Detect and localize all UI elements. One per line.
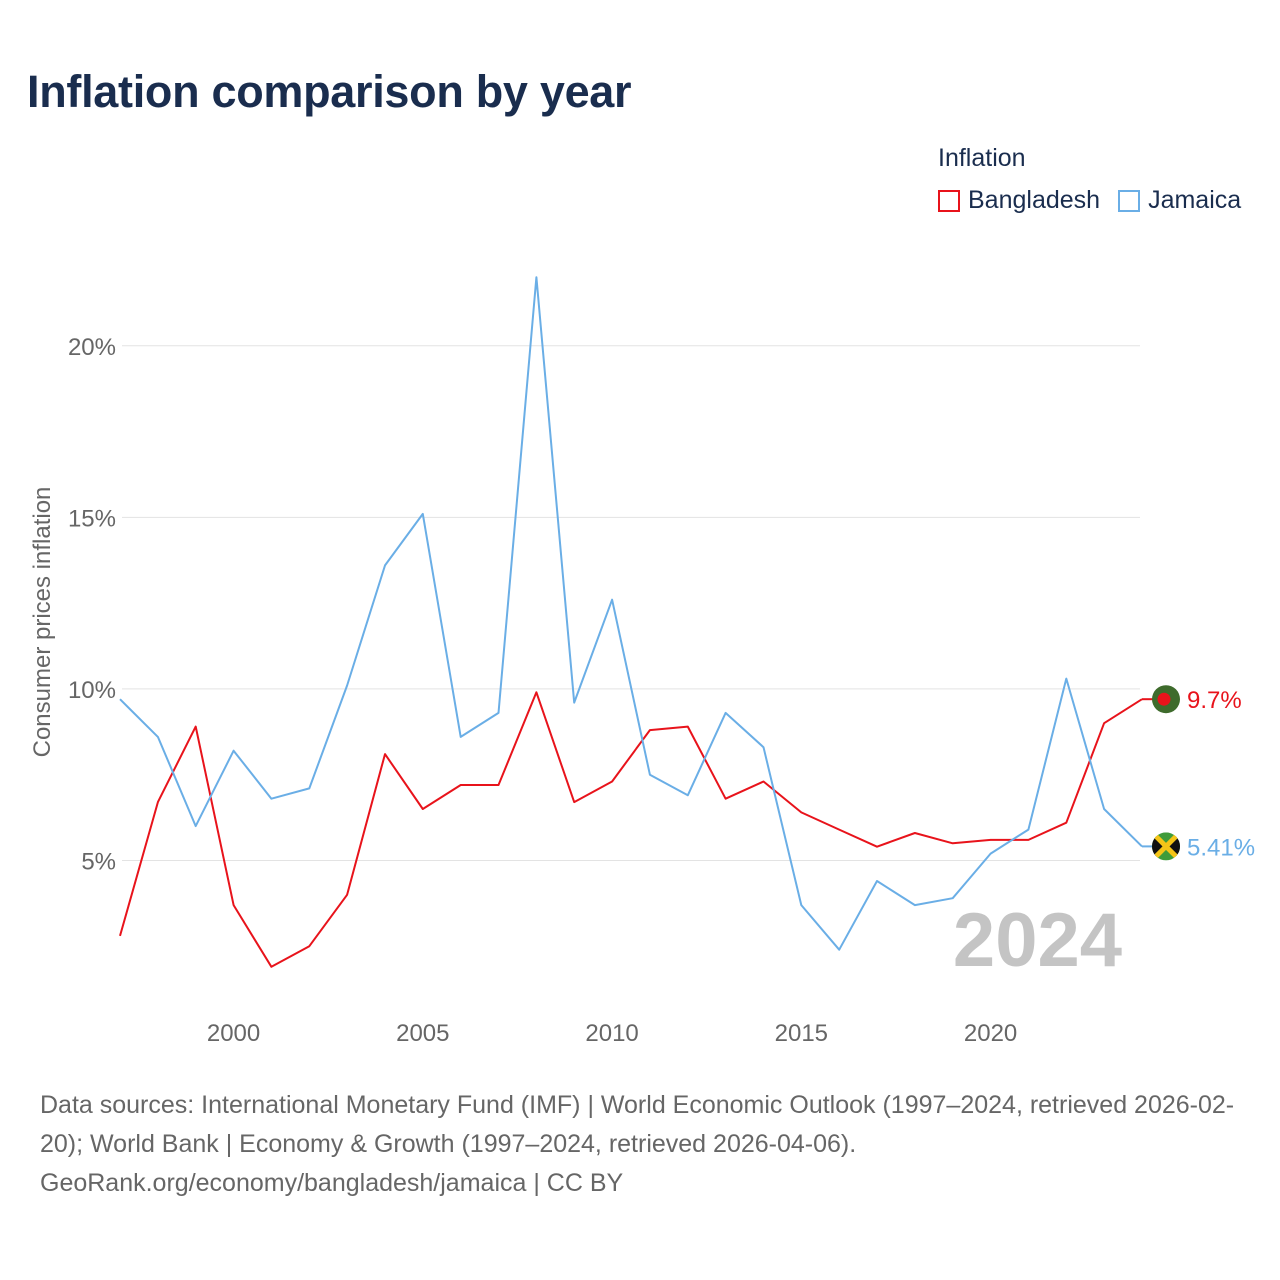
- legend-label-bangladesh: Bangladesh: [968, 186, 1101, 214]
- year-watermark: 2024: [953, 898, 1122, 983]
- x-tick-label: 2015: [775, 1020, 828, 1047]
- jamaica-flag-icon: [1152, 832, 1180, 861]
- x-tick-label: 2000: [207, 1020, 260, 1047]
- x-axis-ticks: 2000 2005 2010 2015 2020: [207, 1020, 1017, 1047]
- x-tick-label: 2010: [585, 1020, 638, 1047]
- footer: Data sources: International Monetary Fun…: [40, 1086, 1250, 1203]
- end-markers: 9.7% 5.41%: [1152, 685, 1255, 861]
- y-tick-label: 20%: [68, 334, 116, 361]
- y-axis-label: Consumer prices inflation: [29, 487, 56, 758]
- flag-disc: [1157, 692, 1171, 706]
- legend-title: Inflation: [938, 144, 1026, 172]
- flag-body: [1152, 832, 1180, 861]
- legend-item-bangladesh[interactable]: Bangladesh: [938, 186, 1100, 215]
- data-sources: Data sources: International Monetary Fun…: [40, 1091, 1235, 1158]
- series-lines: [119, 276, 1154, 968]
- credit-link[interactable]: GeoRank.org/economy/bangladesh/jamaica |…: [40, 1169, 624, 1197]
- line-chart: 5% 10% 15% 20% 2000 2005 2010 2015 2020 Consume…: [29, 276, 1255, 1047]
- end-value-label-bangladesh: 9.7%: [1187, 687, 1242, 714]
- end-value-label-jamaica: 5.41%: [1187, 834, 1255, 861]
- gridlines: [122, 345, 1140, 861]
- series-line-jamaica: [119, 276, 1143, 951]
- x-tick-label: 2020: [964, 1020, 1017, 1047]
- flag-saltire-b: [1152, 832, 1180, 861]
- bangladesh-flag-icon: [1152, 685, 1180, 714]
- series-line-bangladesh: [119, 691, 1143, 968]
- legend-swatch-jamaica: [1118, 189, 1141, 212]
- y-axis-ticks: 5% 10% 15% 20%: [68, 334, 116, 876]
- legend-label-jamaica: Jamaica: [1148, 186, 1242, 214]
- legend: Bangladesh Jamaica: [938, 186, 1241, 215]
- x-tick-label: 2005: [396, 1020, 449, 1047]
- legend-item-jamaica[interactable]: Jamaica: [1118, 186, 1241, 215]
- y-tick-label: 10%: [68, 677, 116, 704]
- y-tick-label: 15%: [68, 505, 116, 532]
- legend-swatch-bangladesh: [938, 189, 960, 212]
- chart-title: Inflation comparison by year: [27, 66, 632, 117]
- y-tick-label: 5%: [81, 848, 116, 875]
